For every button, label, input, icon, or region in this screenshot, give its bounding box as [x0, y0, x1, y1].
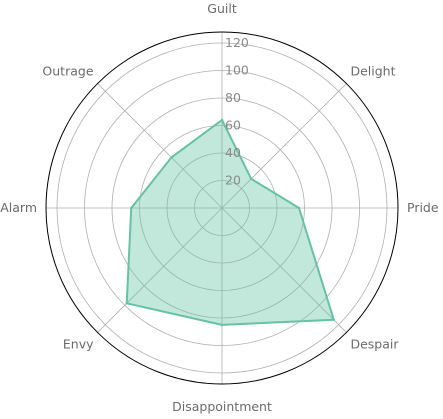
data-point-outrage [170, 156, 173, 159]
category-label-delight: Delight [350, 64, 395, 79]
radar-labels: 20 40 60 80 100 120 Guilt Delight Pride Despair Di… [0, 1, 439, 414]
data-point-disappointment [220, 323, 224, 327]
r-tick-label: 80 [225, 90, 241, 105]
grid-spoke [221, 83, 347, 209]
data-point-guilt [220, 118, 224, 122]
category-label-disappointment: Disappointment [172, 399, 272, 414]
category-label-outrage: Outrage [42, 64, 93, 79]
series-area [126, 120, 334, 325]
r-tick-label: 20 [225, 173, 241, 188]
grid-spoke [221, 207, 347, 333]
data-point-despair [332, 318, 336, 322]
grid-spoke [97, 207, 223, 333]
category-label-despair: Despair [350, 336, 399, 351]
category-label-alarm: Alarm [0, 200, 37, 215]
radar-series [125, 118, 336, 327]
outer-circle [45, 31, 399, 385]
data-point-envy [125, 302, 128, 305]
r-tick-label: 100 [225, 63, 249, 78]
r-tick-label: 40 [225, 145, 241, 160]
r-tick-label: 60 [225, 118, 241, 133]
category-label-pride: Pride [407, 200, 439, 215]
category-label-envy: Envy [63, 336, 94, 351]
r-tick-label: 120 [225, 35, 249, 50]
category-label-guilt: Guilt [207, 1, 237, 16]
data-point-alarm [130, 206, 133, 210]
radar-grid [45, 31, 399, 385]
data-point-pride [297, 206, 301, 210]
grid-spoke [97, 83, 223, 209]
data-point-delight [249, 177, 253, 181]
